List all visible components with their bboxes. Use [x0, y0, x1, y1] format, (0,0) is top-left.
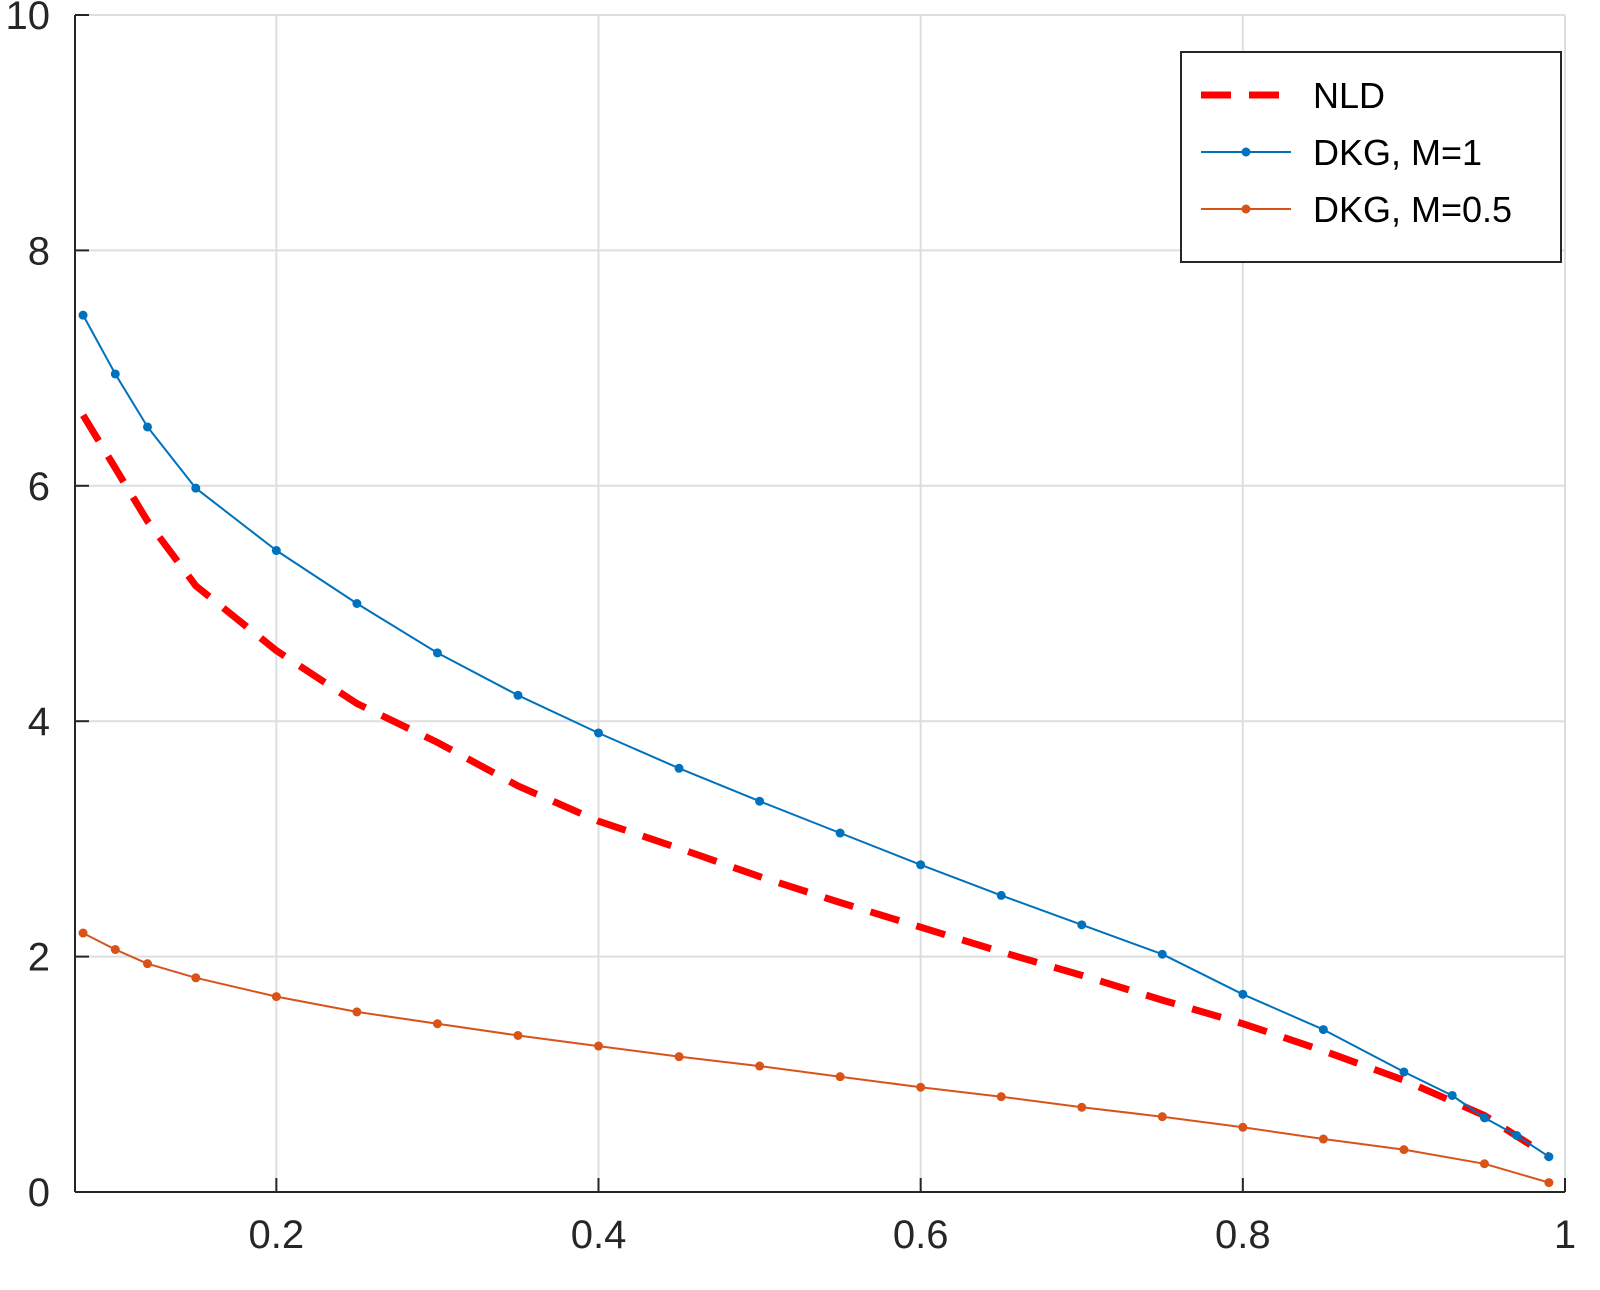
y-tick-label: 8 — [28, 229, 50, 273]
data-point — [1238, 1122, 1248, 1132]
data-point — [1318, 1025, 1328, 1035]
data-point — [432, 1019, 442, 1029]
data-point — [1512, 1131, 1522, 1141]
data-point — [142, 422, 152, 432]
x-tick-label: 1 — [1554, 1213, 1576, 1257]
legend-label: NLD — [1313, 75, 1385, 116]
data-point — [110, 945, 120, 955]
data-point — [916, 860, 926, 870]
data-point — [78, 928, 88, 938]
series-nld — [80, 413, 1551, 1160]
legend-box — [1180, 51, 1562, 263]
data-point — [352, 599, 362, 608]
data-point — [142, 959, 152, 969]
legend-label: DKG, M=0.5 — [1313, 189, 1512, 230]
data-point — [78, 310, 88, 320]
data-point — [271, 546, 281, 556]
data-point — [191, 483, 201, 493]
data-point — [513, 690, 523, 700]
series-layer — [78, 310, 1554, 1188]
data-point — [835, 828, 845, 838]
y-tick-label: 4 — [28, 700, 50, 744]
data-point — [835, 1072, 845, 1082]
data-point — [755, 1061, 765, 1071]
data-point — [1544, 1152, 1554, 1162]
legend-marker — [1241, 147, 1251, 157]
x-tick-label: 0.4 — [571, 1213, 627, 1257]
data-point — [1077, 1102, 1087, 1112]
data-point — [1077, 920, 1087, 930]
data-point — [1447, 1090, 1457, 1100]
series-line — [80, 413, 1551, 1160]
data-point — [594, 1041, 604, 1051]
data-point — [1157, 1112, 1167, 1122]
data-point — [1479, 1159, 1489, 1169]
data-point — [1479, 1113, 1489, 1123]
data-point — [1399, 1067, 1409, 1077]
data-point — [352, 1007, 362, 1017]
data-point — [1238, 989, 1248, 999]
data-point — [1318, 1134, 1328, 1144]
y-tick-label: 2 — [28, 936, 50, 980]
data-point — [674, 1052, 684, 1062]
data-point — [432, 648, 442, 658]
x-tick-label: 0.6 — [893, 1213, 949, 1257]
data-point — [1157, 949, 1167, 959]
data-point — [191, 973, 201, 983]
legend-label: DKG, M=1 — [1313, 132, 1482, 173]
legend-item: DKG, M=1 — [1201, 132, 1482, 173]
data-point — [996, 890, 1006, 900]
data-point — [271, 992, 281, 1002]
data-point — [513, 1030, 523, 1040]
data-point — [755, 796, 765, 806]
data-point — [594, 728, 604, 738]
series-dkg-m-1 — [78, 310, 1554, 1162]
legend: NLD DKG, M=1 DKG, M=0.5 — [1180, 51, 1562, 263]
data-point — [996, 1092, 1006, 1102]
legend-item: NLD — [1201, 75, 1385, 116]
data-point — [916, 1082, 926, 1092]
x-tick-label: 0.8 — [1215, 1213, 1271, 1257]
series-dkg-m-0-5 — [78, 928, 1554, 1188]
data-point — [1399, 1145, 1409, 1155]
legend-marker — [1241, 204, 1251, 214]
x-tick-label: 0.2 — [249, 1213, 305, 1257]
data-point — [674, 763, 684, 773]
legend-item: DKG, M=0.5 — [1201, 189, 1512, 230]
y-tick-label: 10 — [6, 0, 51, 38]
data-point — [110, 369, 120, 379]
y-tick-label: 6 — [28, 465, 50, 509]
y-tick-label: 0 — [28, 1171, 50, 1215]
data-point — [1544, 1178, 1554, 1188]
